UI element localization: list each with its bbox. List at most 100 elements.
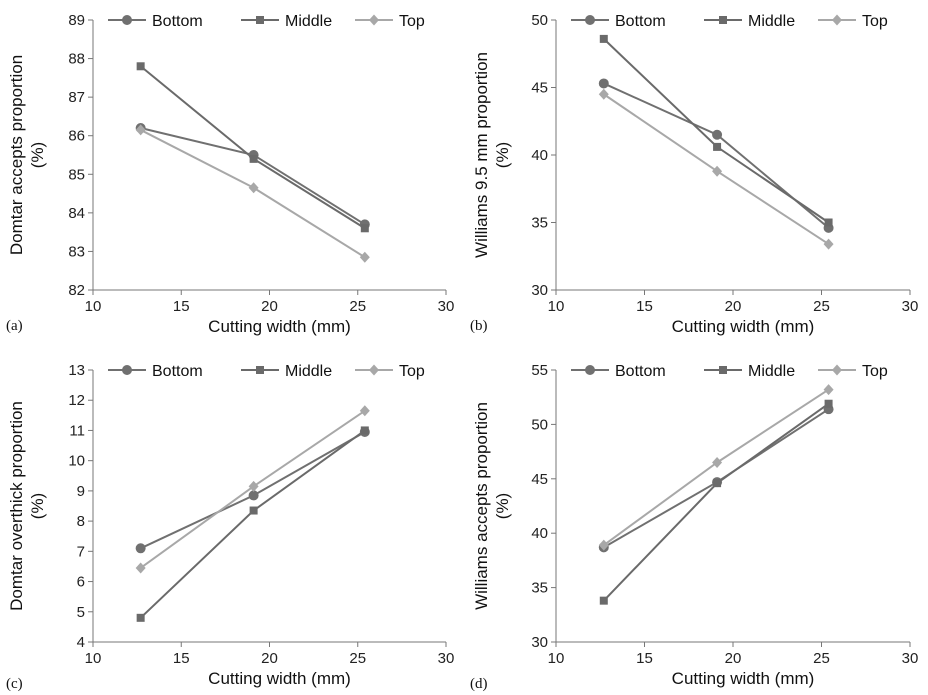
- y-tick-label: 86: [68, 128, 85, 145]
- data-point-top: [598, 539, 609, 551]
- x-axis-label: Cutting width (mm): [672, 317, 815, 336]
- legend-label: Bottom: [152, 363, 203, 380]
- y-tick-label: 13: [68, 362, 85, 379]
- legend-marker: [719, 16, 727, 24]
- y-axis-label: Williams 9.5 mm proportion (%): [472, 52, 512, 258]
- data-point-top: [135, 124, 146, 136]
- data-point-top: [359, 405, 370, 417]
- x-tick-label: 25: [813, 650, 830, 667]
- data-point-middle: [249, 154, 258, 163]
- legend-label: Middle: [285, 363, 332, 380]
- y-tick-label: 50: [531, 12, 548, 29]
- y-axis-label: Domtar overthick proportion (%): [7, 401, 47, 611]
- x-tick-label: 15: [173, 650, 190, 667]
- legend-label: Middle: [748, 13, 795, 30]
- y-axis-label-line: Domtar accepts proportion: [7, 55, 26, 255]
- panel-label: (d): [470, 676, 488, 692]
- data-point-top: [248, 182, 259, 194]
- y-tick-label: 88: [68, 51, 85, 68]
- legend-label: Bottom: [615, 363, 666, 380]
- chart-panel-0: 82 83 84 85 86 87 88 89 10 15 20 25 30 Cutting width …: [6, 12, 454, 336]
- x-tick-label: 30: [902, 650, 919, 667]
- y-axis-label-line: (%): [493, 142, 512, 168]
- y-tick-label: 5: [77, 604, 85, 621]
- y-axis-label: Domtar accepts proportion (%): [7, 55, 47, 255]
- data-point-middle: [360, 426, 369, 435]
- y-axis-label-line: Williams 9.5 mm proportion: [472, 52, 491, 258]
- legend-marker: [832, 14, 842, 26]
- panel-label: (a): [6, 318, 23, 334]
- legend-marker: [369, 364, 379, 376]
- y-tick-label: 4: [77, 634, 85, 651]
- y-tick-label: 11: [69, 422, 85, 439]
- y-tick-label: 12: [68, 392, 85, 409]
- x-tick-label: 10: [548, 650, 565, 667]
- data-point-top: [712, 165, 723, 177]
- legend-label: Middle: [748, 363, 795, 380]
- x-tick-label: 20: [725, 650, 742, 667]
- series-line-bottom: [140, 127, 366, 226]
- data-point-middle: [599, 34, 608, 43]
- chart-panel-2: 4 5 6 7 8 9 10 11 12 13 10 15 20 25 30 Cutting width (m…: [6, 362, 454, 692]
- legend-label: Bottom: [152, 13, 203, 30]
- data-point-middle: [713, 479, 722, 488]
- data-point-top: [248, 480, 259, 492]
- y-axis-label: Williams accepts proportion (%): [472, 402, 512, 610]
- y-tick-label: 83: [68, 243, 85, 260]
- x-tick-label: 20: [725, 298, 742, 315]
- y-tick-label: 50: [531, 416, 548, 433]
- x-tick-label: 10: [548, 298, 565, 315]
- series-line-bottom: [603, 82, 830, 229]
- y-tick-label: 8: [77, 513, 85, 530]
- data-point-middle: [713, 142, 722, 151]
- series-line-middle: [139, 429, 366, 619]
- legend-label: Top: [399, 13, 425, 30]
- series-line-top: [603, 388, 830, 546]
- data-point-middle: [360, 224, 369, 233]
- legend-label: Bottom: [615, 13, 666, 30]
- y-tick-label: 35: [531, 215, 548, 232]
- panel-label: (b): [470, 318, 488, 334]
- y-axis-label-line: (%): [28, 142, 47, 168]
- y-axis-label-line: Domtar overthick proportion: [7, 401, 26, 611]
- y-axis-label-line: (%): [28, 493, 47, 519]
- y-tick-label: 35: [531, 580, 548, 597]
- series-line-top: [140, 129, 366, 259]
- y-tick-label: 40: [531, 525, 548, 542]
- x-tick-label: 25: [813, 298, 830, 315]
- x-axis-label: Cutting width (mm): [208, 317, 351, 336]
- data-point-top: [823, 238, 834, 250]
- y-tick-label: 85: [68, 166, 85, 183]
- x-tick-label: 20: [261, 298, 278, 315]
- data-point-middle: [824, 399, 833, 408]
- x-tick-label: 10: [85, 298, 102, 315]
- y-tick-label: 30: [531, 634, 548, 651]
- data-point-middle: [136, 62, 145, 71]
- chart-panel-3: 30 35 40 45 50 55 10 15 20 25 30 Cutting width (mm)…: [470, 362, 918, 692]
- legend-marker: [122, 365, 132, 375]
- data-point-bottom: [712, 129, 723, 140]
- x-tick-label: 30: [902, 298, 919, 315]
- legend-marker: [256, 366, 264, 374]
- legend-marker: [256, 16, 264, 24]
- data-point-bottom: [135, 543, 146, 554]
- data-point-middle: [599, 596, 608, 605]
- y-tick-label: 55: [531, 362, 548, 379]
- y-tick-label: 7: [77, 543, 85, 560]
- legend-marker: [719, 366, 727, 374]
- x-tick-label: 15: [173, 298, 190, 315]
- legend-marker: [585, 15, 595, 25]
- chart-panel-1: 30 35 40 45 50 10 15 20 25 30 Cutting width (mm) Wi…: [470, 12, 918, 336]
- legend-marker: [585, 365, 595, 375]
- data-point-top: [712, 456, 723, 468]
- x-axis-label: Cutting width (mm): [672, 669, 815, 688]
- legend-label: Top: [862, 363, 888, 380]
- legend-marker: [369, 14, 379, 26]
- x-tick-label: 15: [636, 650, 653, 667]
- legend-marker: [832, 364, 842, 376]
- x-tick-label: 10: [85, 650, 102, 667]
- y-axis-label-line: Williams accepts proportion: [472, 402, 491, 610]
- y-tick-label: 45: [531, 80, 548, 97]
- y-tick-label: 82: [68, 282, 85, 299]
